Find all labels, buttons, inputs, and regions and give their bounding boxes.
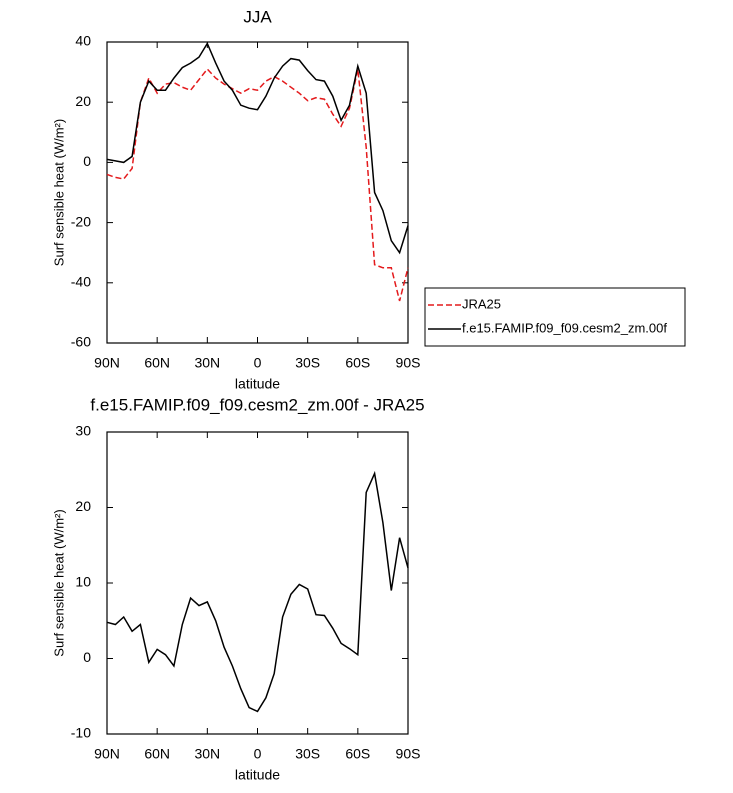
y-tick-label: 20: [75, 498, 91, 514]
x-tick-label: 90S: [396, 746, 421, 762]
y-tick-label: 0: [83, 649, 91, 665]
x-tick-label: 30N: [194, 355, 220, 371]
x-tick-label: 60N: [144, 355, 170, 371]
y-tick-label: 30: [75, 423, 91, 439]
y-tick-label: -40: [71, 274, 91, 290]
y-tick-label: 10: [75, 574, 91, 590]
data-line: [106, 41, 409, 255]
x-axis-label: latitude: [235, 376, 280, 392]
legend-label: f.e15.FAMIP.f09_f09.cesm2_zm.00f: [462, 320, 667, 335]
y-axis-label: Surf sensible heat (W/m²): [51, 119, 66, 266]
x-tick-label: 60S: [345, 746, 370, 762]
x-tick-label: 90N: [94, 355, 120, 371]
x-tick-label: 30S: [295, 746, 320, 762]
legend-box: [424, 287, 686, 347]
plot-frame: [106, 431, 409, 735]
y-tick-label: 20: [75, 93, 91, 109]
plot-frame: [106, 41, 409, 344]
x-tick-label: 0: [254, 355, 262, 371]
y-tick-label: 0: [83, 153, 91, 169]
y-tick-label: -60: [71, 334, 91, 350]
chart-title: f.e15.FAMIP.f09_f09.cesm2_zm.00f - JRA25: [90, 395, 424, 414]
x-tick-label: 90S: [396, 355, 421, 371]
chart-title: JJA: [243, 7, 272, 26]
x-tick-label: 60S: [345, 355, 370, 371]
y-tick-label: -20: [71, 213, 91, 229]
x-axis-label: latitude: [235, 767, 280, 783]
x-tick-label: 0: [254, 746, 262, 762]
legend-label: JRA25: [462, 296, 501, 311]
y-tick-label: 40: [75, 33, 91, 49]
data-line: [106, 470, 409, 713]
x-tick-label: 60N: [144, 746, 170, 762]
x-tick-label: 30S: [295, 355, 320, 371]
y-tick-label: -10: [71, 725, 91, 741]
x-tick-label: 30N: [194, 746, 220, 762]
y-axis-label: Surf sensible heat (W/m²): [51, 509, 66, 656]
x-tick-label: 90N: [94, 746, 120, 762]
data-line: [106, 67, 409, 302]
